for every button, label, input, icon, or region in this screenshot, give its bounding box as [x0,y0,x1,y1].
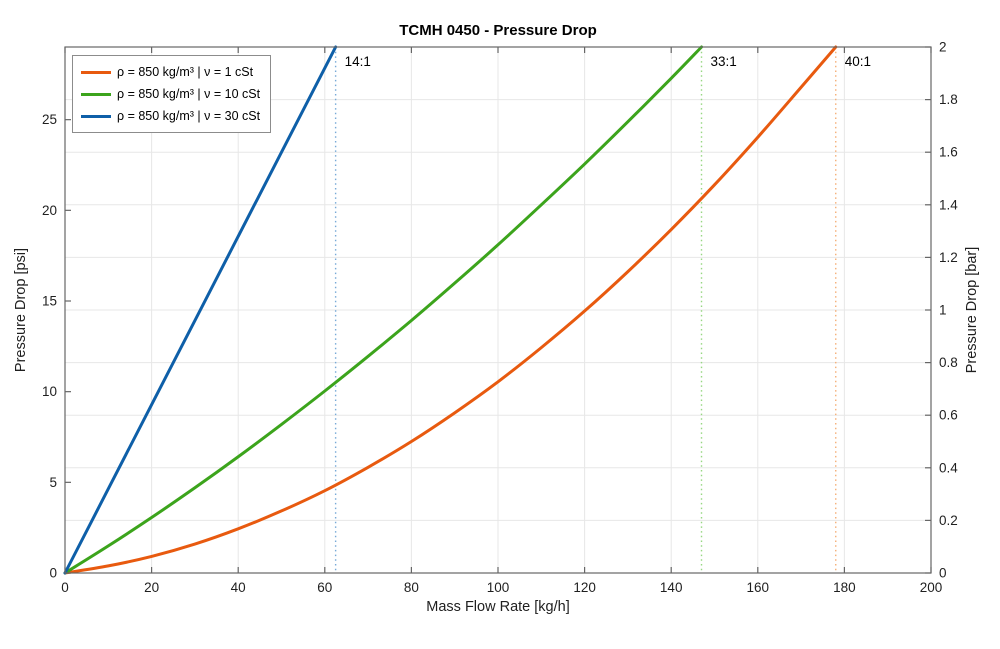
x-tick-label: 40 [231,580,246,595]
y-tick-label-left: 25 [42,112,57,127]
turndown-label: 33:1 [711,54,737,69]
y-axis-label-right: Pressure Drop [bar] [964,246,980,374]
chart-title: TCMH 0450 - Pressure Drop [399,22,597,39]
x-tick-label: 20 [144,580,159,595]
legend-item-1: ρ = 850 kg/m³ | ν = 10 cSt [81,83,260,105]
y-tick-label-right: 1 [939,303,947,318]
x-tick-label: 80 [404,580,419,595]
y-tick-label-right: 1.8 [939,92,958,107]
x-tick-label: 120 [573,580,596,595]
x-axis-label: Mass Flow Rate [kg/h] [426,599,570,615]
series-curve-1 [63,45,704,575]
x-tick-label: 140 [660,580,683,595]
x-tick-label: 60 [317,580,332,595]
turndown-label: 40:1 [845,54,871,69]
x-tick-label: 180 [833,580,856,595]
legend: ρ = 850 kg/m³ | ν = 1 cSt ρ = 850 kg/m³ |… [72,55,272,133]
legend-line-swatch [81,70,111,74]
x-tick-label: 200 [920,580,943,595]
x-tick-label: 160 [747,580,770,595]
series-curve-2 [63,45,338,575]
y-tick-label-right: 2 [939,40,947,55]
x-tick-label: 100 [487,580,510,595]
legend-label: ρ = 850 kg/m³ | ν = 10 cSt [117,87,261,101]
legend-label: ρ = 850 kg/m³ | ν = 30 cSt [117,109,261,123]
y-tick-label-right: 0.6 [939,408,958,423]
legend-line-swatch [81,92,111,96]
y-tick-label-right: 0.8 [939,355,958,370]
y-tick-label-left: 5 [49,475,57,490]
y-tick-label-right: 1.6 [939,145,958,160]
y-tick-label-left: 0 [49,566,57,581]
tick-labels: 0 20 40 60 80 100 120 140 160 180 200051015202500.… [42,40,958,596]
y-tick-label-right: 0.4 [939,460,958,475]
y-tick-label-left: 10 [42,384,57,399]
y-tick-label-right: 1.2 [939,250,958,265]
y-tick-label-right: 1.4 [939,197,958,212]
legend-label: ρ = 850 kg/m³ | ν = 1 cSt [117,65,254,79]
legend-item-2: ρ = 850 kg/m³ | ν = 30 cSt [81,105,260,127]
series-curves [63,45,838,575]
legend-item-0: ρ = 850 kg/m³ | ν = 1 cSt [81,61,260,83]
tick-marks [64,46,932,574]
gridlines [65,47,931,573]
series-curve-0 [63,45,838,575]
turndown-label: 14:1 [345,54,371,69]
y-tick-label-right: 0 [939,566,947,581]
x-tick-label: 0 [61,580,69,595]
y-tick-label-right: 0.2 [939,513,958,528]
y-tick-label-left: 15 [42,294,57,309]
y-axis-label-left: Pressure Drop [psi] [13,247,29,373]
y-tick-label-left: 20 [42,203,57,218]
legend-line-swatch [81,114,111,118]
turndown-labels: 14:1 33:1 40:1 [345,54,871,69]
